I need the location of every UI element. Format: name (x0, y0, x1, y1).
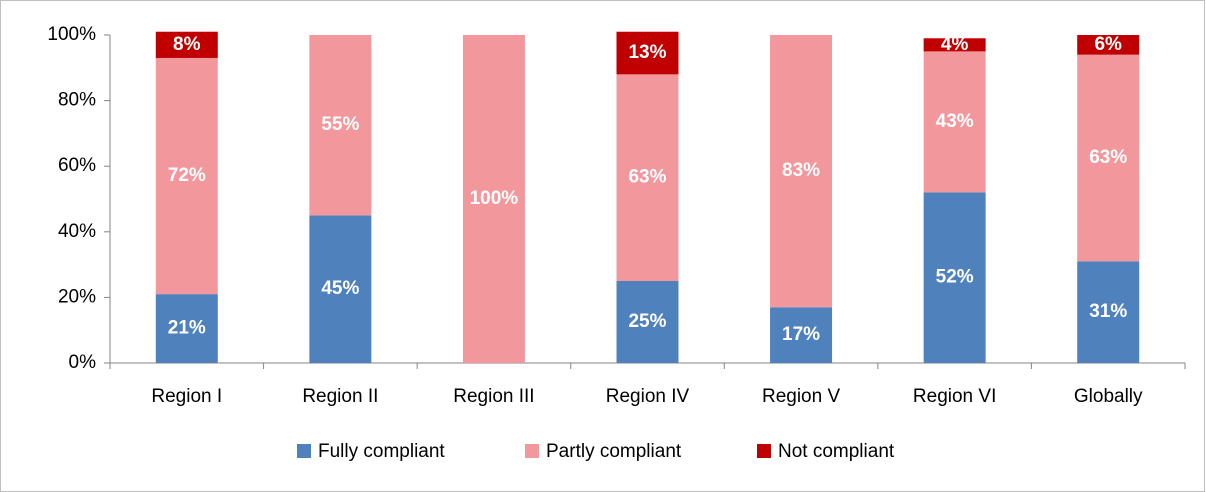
bar-segment (616, 281, 679, 363)
x-tick-label: Region V (762, 386, 840, 407)
y-tick-label: 60% (58, 155, 96, 176)
data-label: 4% (941, 34, 969, 55)
bar-segment (1077, 261, 1140, 363)
bar-segment (155, 31, 218, 58)
data-label: 25% (628, 311, 666, 332)
data-label: 17% (782, 324, 820, 345)
bar-segment (770, 35, 833, 308)
data-label: 8% (173, 34, 201, 55)
data-label: 43% (936, 111, 974, 132)
bar-segment (616, 74, 679, 281)
legend-label: Fully compliant (318, 441, 445, 462)
data-label: 63% (1089, 147, 1127, 168)
data-label: 31% (1089, 301, 1127, 322)
data-label: 52% (936, 267, 974, 288)
x-tick-label: Region III (453, 386, 534, 407)
bar-segment (155, 57, 218, 295)
data-label: 55% (321, 114, 359, 135)
bar-segment (462, 35, 525, 363)
x-tick-label: Region IV (606, 386, 690, 407)
data-label: 13% (628, 42, 666, 63)
y-tick-label: 80% (58, 90, 96, 111)
bar-segment (923, 38, 986, 52)
data-label: 83% (782, 160, 820, 181)
bar-segment (616, 31, 679, 75)
bar-segment (1077, 35, 1140, 55)
bar-segment (309, 215, 372, 363)
y-tick-label: 100% (47, 24, 96, 45)
data-label: 72% (168, 165, 206, 186)
bar-segment (155, 294, 218, 363)
y-tick-label: 0% (69, 352, 97, 373)
bar-segment (309, 35, 372, 216)
data-label: 63% (628, 167, 666, 188)
x-tick-label: Region II (302, 386, 378, 407)
data-label: 100% (470, 188, 519, 209)
data-label: 6% (1094, 34, 1122, 55)
legend-swatch (525, 444, 539, 458)
x-tick-label: Region VI (913, 386, 996, 407)
bar-segment (923, 192, 986, 363)
data-label: 21% (168, 318, 206, 339)
bar-segment (770, 307, 833, 363)
y-tick-label: 40% (58, 221, 96, 242)
bar-segment (923, 51, 986, 193)
data-label: 45% (321, 278, 359, 299)
legend-label: Partly compliant (546, 441, 682, 462)
y-tick-label: 20% (58, 286, 96, 307)
legend-swatch (757, 444, 771, 458)
x-tick-label: Globally (1074, 386, 1143, 407)
bar-segment (1077, 54, 1140, 262)
legend-label: Not compliant (778, 441, 895, 462)
x-tick-label: Region I (151, 386, 222, 407)
legend-swatch (297, 444, 311, 458)
